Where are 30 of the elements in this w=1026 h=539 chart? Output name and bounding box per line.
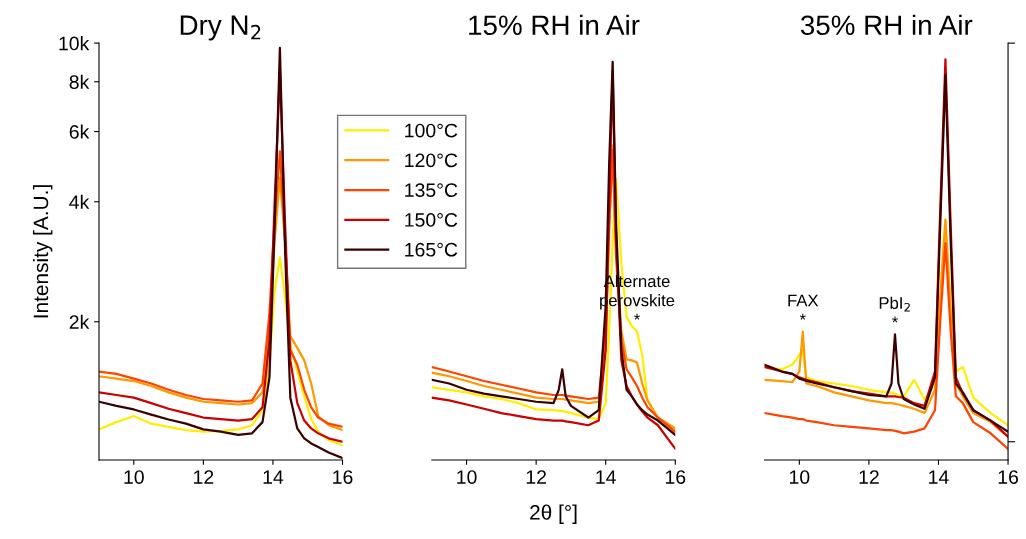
y-tick-label: 6k	[69, 124, 90, 139]
legend-label: 150°C	[405, 213, 458, 227]
annotation: PbI$_{2}$ *	[879, 296, 910, 323]
legend-label: 135°C	[405, 183, 458, 198]
x-tick-label: 12	[526, 470, 546, 484]
x-tick-label: 16	[333, 470, 353, 484]
y-tick-label: 10k	[59, 36, 90, 51]
x-axis-title: 2θ [°]	[530, 504, 577, 524]
legend-label: 100°C	[405, 123, 458, 138]
chart-title: Dry N$_{2}$	[180, 15, 261, 41]
y-tick-label: 4k	[69, 194, 90, 209]
x-tick-label: 14	[929, 470, 949, 484]
x-tick-label: 10	[457, 470, 477, 484]
y-axis-title: Intensity [A.U.]	[32, 185, 53, 318]
x-tick-label: 10	[790, 470, 810, 484]
x-tick-label: 12	[859, 470, 879, 484]
x-tick-label: 12	[194, 470, 214, 484]
x-tick-label: 10	[124, 470, 144, 484]
annotation: FAX *	[788, 294, 819, 320]
legend-label: 165°C	[405, 242, 458, 257]
y-tick-label: 2k	[69, 314, 90, 329]
chart-title: 35% RH in Air	[800, 14, 973, 36]
legend-label: 120°C	[405, 153, 458, 168]
x-tick-label: 16	[998, 470, 1019, 484]
chart-title: 15% RH in Air	[469, 14, 640, 36]
x-tick-label: 16	[665, 470, 686, 484]
y-tick-label: 8k	[69, 74, 90, 89]
x-tick-label: 14	[596, 470, 616, 484]
line-series	[99, 256, 343, 447]
x-tick-label: 14	[263, 470, 284, 484]
